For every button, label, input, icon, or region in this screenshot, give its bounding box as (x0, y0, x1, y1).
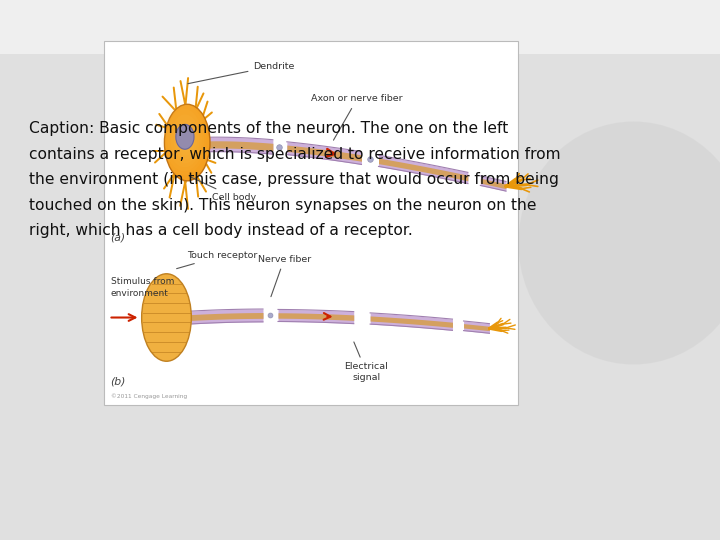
Text: Stimulus from
environment: Stimulus from environment (111, 278, 174, 298)
Text: Electrical
signal: Electrical signal (344, 342, 388, 382)
Ellipse shape (176, 125, 195, 156)
Ellipse shape (183, 136, 190, 148)
Ellipse shape (161, 98, 207, 175)
Text: touched on the skin). This neuron synapses on the neuron on the: touched on the skin). This neuron synaps… (29, 198, 536, 213)
Text: Axon or nerve fiber: Axon or nerve fiber (311, 94, 403, 140)
Text: (a): (a) (111, 232, 126, 242)
Text: right, which has a cell body instead of a receptor.: right, which has a cell body instead of … (29, 223, 413, 238)
Text: Nerve fiber: Nerve fiber (258, 255, 311, 296)
Bar (0, 0, 720, 38)
Ellipse shape (167, 109, 202, 167)
Text: (b): (b) (111, 376, 126, 386)
Ellipse shape (171, 114, 199, 164)
Ellipse shape (174, 120, 197, 159)
Bar (0, 0, 720, 54)
Text: Cell body: Cell body (189, 177, 256, 202)
Text: Touch receptor: Touch receptor (176, 251, 258, 268)
Text: ©2011 Cengage Learning: ©2011 Cengage Learning (111, 393, 186, 399)
Text: contains a receptor, which is specialized to receive information from: contains a receptor, which is specialize… (29, 147, 560, 162)
Ellipse shape (518, 122, 720, 364)
Text: Caption: Basic components of the neuron. The one on the left: Caption: Basic components of the neuron.… (29, 122, 508, 137)
Text: Dendrite: Dendrite (188, 62, 294, 84)
Ellipse shape (164, 104, 210, 181)
Text: the environment (in this case, pressure that would occur from being: the environment (in this case, pressure … (29, 172, 559, 187)
FancyBboxPatch shape (104, 40, 518, 405)
Ellipse shape (142, 274, 192, 361)
Ellipse shape (176, 124, 194, 149)
Ellipse shape (180, 130, 193, 152)
Ellipse shape (164, 104, 204, 171)
